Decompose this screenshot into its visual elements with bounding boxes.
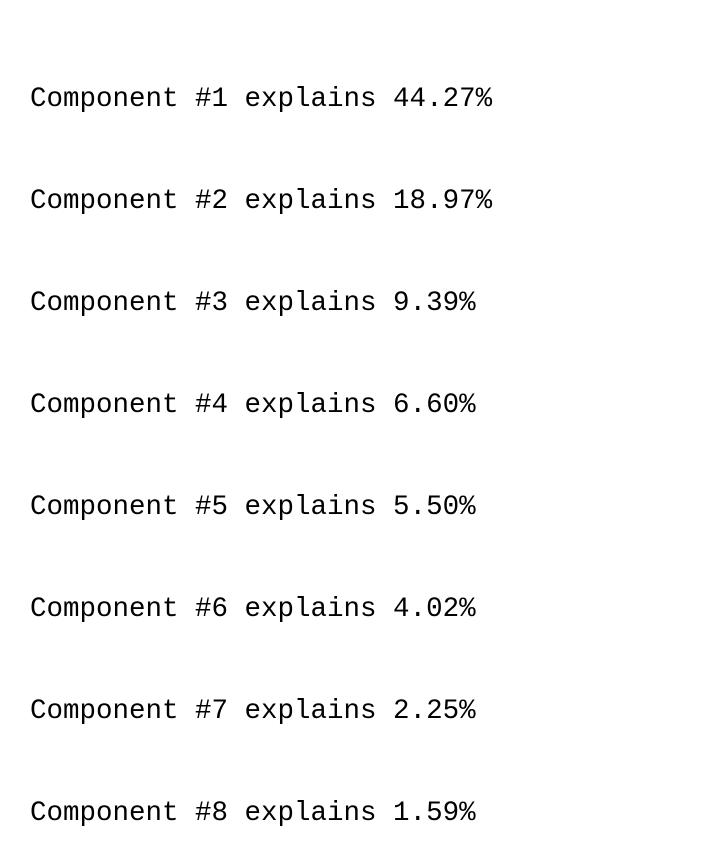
output-line: Component #8 explains 1.59%: [30, 798, 476, 829]
console-output: Component #1 explains 44.27% Component #…: [30, 15, 641, 844]
output-line: Component #3 explains 9.39%: [30, 288, 476, 319]
output-line: Component #2 explains 18.97%: [30, 186, 493, 217]
output-line: Component #7 explains 2.25%: [30, 696, 476, 727]
output-line: Component #1 explains 44.27%: [30, 84, 493, 115]
output-line: Component #6 explains 4.02%: [30, 594, 476, 625]
output-line: Component #4 explains 6.60%: [30, 390, 476, 421]
output-line: Component #5 explains 5.50%: [30, 492, 476, 523]
